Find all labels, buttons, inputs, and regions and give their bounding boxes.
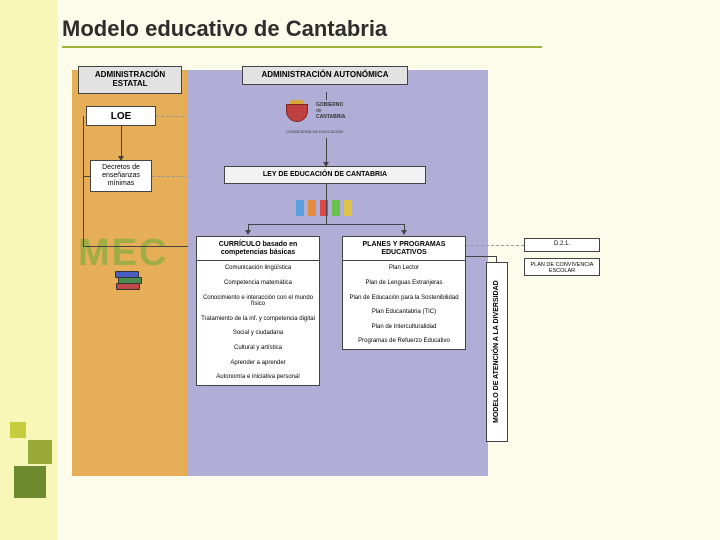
column-estatal: ADMINISTRACIÓN ESTATAL LOE Decretos de e…	[72, 66, 188, 476]
header-estatal: ADMINISTRACIÓN ESTATAL	[78, 66, 182, 94]
connector	[121, 126, 122, 160]
accent-square-1	[10, 422, 26, 438]
curriculo-item: Social y ciudadana	[197, 326, 319, 341]
connector	[326, 184, 327, 224]
curriculo-item: Competencia matemática	[197, 276, 319, 291]
connector	[248, 224, 404, 225]
connector	[326, 92, 327, 100]
column-autonomica: ADMINISTRACIÓN AUTONÓMICA GOBIERNO de CA…	[188, 66, 596, 476]
curriculo-item: Tratamiento de la inf. y competencia dig…	[197, 312, 319, 327]
curriculo-header: CURRÍCULO basado en competencias básicas	[197, 237, 319, 261]
diagram-canvas: ADMINISTRACIÓN ESTATAL LOE Decretos de e…	[72, 66, 608, 496]
slide-sidebar	[0, 0, 58, 540]
box-decretos: Decretos de enseñanzas mínimas	[90, 160, 152, 192]
planes-item: Plan Educantabria (TIC)	[343, 305, 465, 320]
runners-icon	[296, 194, 360, 216]
box-convivencia-code: D.2.1.	[524, 238, 600, 252]
box-ley: LEY DE EDUCACIÓN DE CANTABRIA	[224, 166, 426, 184]
arrow-down-icon	[118, 156, 124, 161]
arrow-down-icon	[401, 230, 407, 235]
curriculo-item: Aprender a aprender	[197, 356, 319, 371]
connector-dashed	[466, 245, 524, 246]
gobierno-label: GOBIERNO de CANTABRIA	[316, 102, 345, 120]
accent-square-2	[28, 440, 52, 464]
header-autonomica: ADMINISTRACIÓN AUTONÓMICA	[242, 66, 408, 85]
consejeria-label: CONSEJERÍA DE EDUCACIÓN	[286, 130, 343, 135]
planes-item: Plan de Educación para la Sostenibilidad	[343, 291, 465, 306]
books-icon	[116, 266, 142, 290]
accent-square-3	[14, 466, 46, 498]
connector	[496, 256, 497, 262]
connector	[83, 246, 191, 247]
gobierno-line3: CANTABRIA	[316, 114, 345, 120]
box-loe: LOE	[86, 106, 156, 126]
box-convivencia-label: PLAN DE CONVIVENCIA ESCOLAR	[524, 258, 600, 276]
connector	[83, 176, 90, 177]
curriculo-item: Autonomía e iniciativa personal	[197, 370, 319, 385]
box-curriculo: CURRÍCULO basado en competencias básicas…	[196, 236, 320, 386]
planes-item: Plan Lector	[343, 261, 465, 276]
slide-title: Modelo educativo de Cantabria	[62, 16, 387, 42]
crest-icon	[286, 100, 308, 126]
planes-item: Plan de Interculturalidad	[343, 320, 465, 335]
box-modelo-atencion: MODELO DE ATENCIÓN A LA DIVERSIDAD	[486, 262, 508, 442]
planes-header: PLANES Y PROGRAMAS EDUCATIVOS	[343, 237, 465, 261]
arrow-down-icon	[245, 230, 251, 235]
curriculo-item: Comunicación lingüística	[197, 261, 319, 276]
curriculo-item: Conocimiento e interacción con el mundo …	[197, 291, 319, 312]
connector	[83, 116, 84, 246]
connector	[466, 256, 496, 257]
arrow-down-icon	[323, 162, 329, 167]
box-planes: PLANES Y PROGRAMAS EDUCATIVOS Plan Lecto…	[342, 236, 466, 350]
planes-item: Programas de Refuerzo Educativo	[343, 334, 465, 349]
planes-item: Plan de Lenguas Extranjeras	[343, 276, 465, 291]
curriculo-item: Cultural y artística	[197, 341, 319, 356]
